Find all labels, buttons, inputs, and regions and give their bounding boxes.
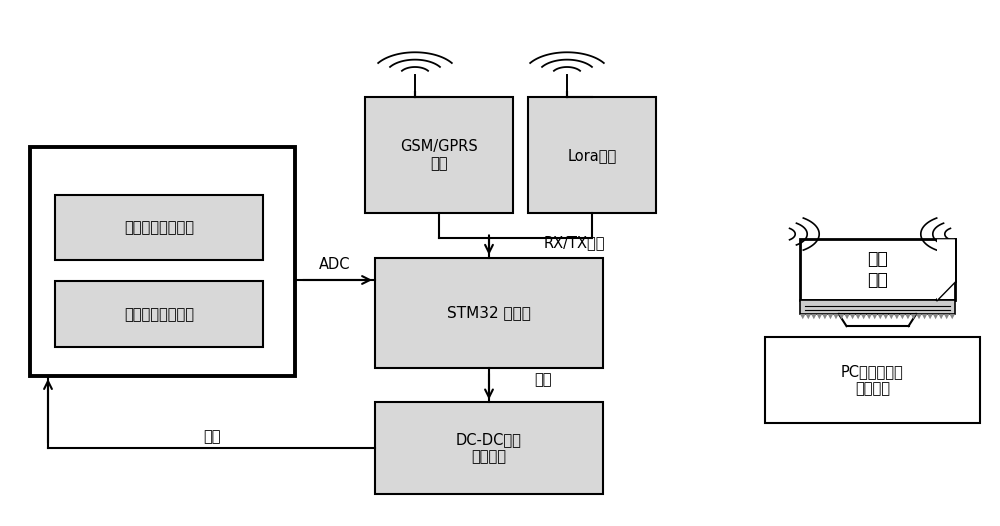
- Polygon shape: [911, 314, 916, 319]
- Polygon shape: [938, 314, 944, 319]
- Polygon shape: [949, 314, 955, 319]
- Polygon shape: [878, 314, 883, 319]
- Bar: [528, 97, 656, 213]
- Polygon shape: [806, 314, 811, 319]
- Polygon shape: [933, 314, 938, 319]
- Polygon shape: [905, 314, 911, 319]
- Polygon shape: [800, 314, 806, 319]
- Text: ADC: ADC: [319, 257, 351, 272]
- Polygon shape: [894, 314, 900, 319]
- Polygon shape: [839, 314, 844, 319]
- Polygon shape: [861, 314, 866, 319]
- Polygon shape: [944, 314, 949, 319]
- Bar: [30, 147, 295, 376]
- Polygon shape: [833, 314, 839, 319]
- Bar: [800, 300, 955, 314]
- Polygon shape: [855, 314, 861, 319]
- Bar: [765, 337, 980, 423]
- Text: RX/TX串口: RX/TX串口: [544, 235, 606, 250]
- Polygon shape: [828, 314, 833, 319]
- Polygon shape: [844, 314, 850, 319]
- Polygon shape: [872, 314, 878, 319]
- Text: 供电: 供电: [203, 429, 220, 444]
- Polygon shape: [927, 314, 933, 319]
- Text: STM32 单片机: STM32 单片机: [447, 306, 531, 320]
- Polygon shape: [817, 314, 822, 319]
- Bar: [375, 402, 603, 494]
- Text: 数据
收发: 数据 收发: [867, 250, 888, 289]
- Polygon shape: [866, 314, 872, 319]
- Bar: [55, 281, 263, 347]
- Polygon shape: [811, 314, 817, 319]
- Polygon shape: [850, 314, 855, 319]
- Polygon shape: [922, 314, 927, 319]
- Polygon shape: [916, 314, 922, 319]
- Text: PC机、手机等
远程设备: PC机、手机等 远程设备: [841, 364, 904, 396]
- Bar: [55, 195, 263, 260]
- Text: Lora模块: Lora模块: [567, 148, 617, 163]
- Text: DC-DC电源
转换模块: DC-DC电源 转换模块: [456, 432, 522, 464]
- Polygon shape: [889, 314, 894, 319]
- Text: 红外温湿度传感器: 红外温湿度传感器: [124, 220, 194, 235]
- Text: 供电: 供电: [534, 372, 552, 388]
- Bar: [375, 258, 603, 368]
- Bar: [365, 97, 513, 213]
- Polygon shape: [883, 314, 889, 319]
- Bar: [800, 239, 955, 300]
- Polygon shape: [937, 239, 955, 300]
- Polygon shape: [822, 314, 828, 319]
- Text: 高灵敏紫外线探头: 高灵敏紫外线探头: [124, 307, 194, 322]
- Polygon shape: [900, 314, 905, 319]
- Text: GSM/GPRS
模块: GSM/GPRS 模块: [400, 139, 478, 171]
